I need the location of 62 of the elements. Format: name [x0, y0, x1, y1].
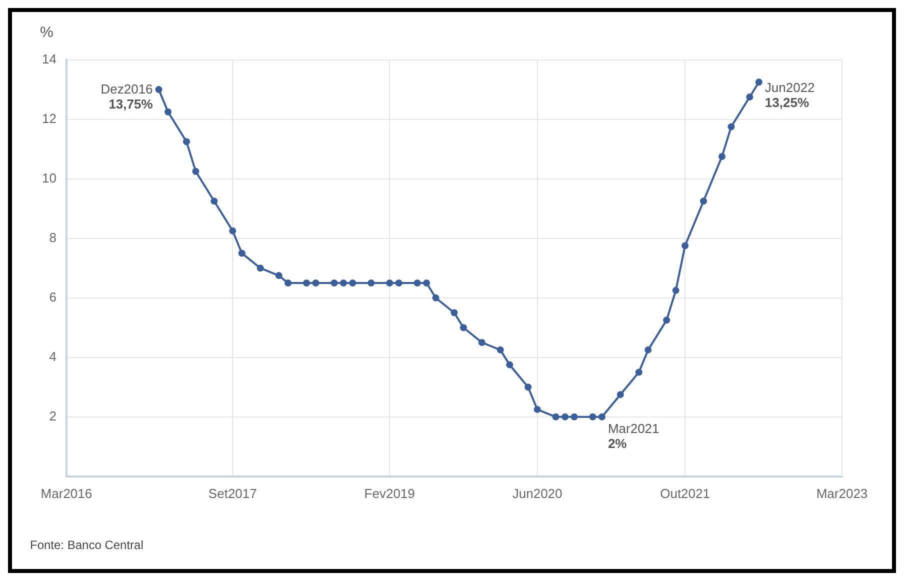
point — [562, 413, 569, 420]
annotation: Dez2016 13,75% — [100, 82, 154, 112]
point — [164, 108, 172, 116]
y-tick-label: 2 — [49, 408, 56, 424]
point — [552, 413, 560, 420]
point — [368, 279, 375, 286]
point — [312, 279, 320, 286]
point — [330, 279, 338, 286]
y-tick-label: 14 — [42, 51, 56, 66]
point — [229, 227, 236, 234]
y-axis-title: % — [40, 24, 54, 41]
point — [182, 138, 190, 146]
point — [746, 93, 754, 100]
annotation: Mar2021 2% — [608, 420, 660, 451]
point — [432, 294, 440, 302]
point — [598, 413, 606, 420]
point — [275, 272, 282, 280]
point — [192, 168, 200, 175]
point — [256, 264, 264, 272]
annotation: Jun2022 13,25% — [764, 80, 815, 110]
point — [755, 78, 762, 86]
point — [210, 198, 218, 205]
point — [303, 279, 310, 286]
point — [284, 279, 292, 286]
point — [700, 198, 708, 205]
point — [414, 279, 421, 286]
point — [238, 250, 246, 257]
point — [395, 279, 402, 286]
source-note: Fonte: Banco Central — [30, 538, 144, 552]
point — [460, 324, 467, 332]
point — [534, 406, 541, 413]
point — [340, 279, 347, 286]
point — [386, 279, 394, 286]
point — [663, 316, 670, 324]
y-tick-label: 12 — [42, 110, 56, 126]
point — [450, 309, 458, 316]
point — [672, 286, 680, 294]
x-tick-label: Mar2016 — [40, 486, 92, 501]
point — [423, 279, 430, 286]
point — [616, 391, 624, 398]
point — [570, 413, 578, 420]
point — [155, 86, 162, 94]
point — [589, 413, 596, 420]
y-tick-label: 10 — [42, 170, 56, 186]
point — [682, 242, 689, 250]
x-tick-label: Jun2020 — [512, 486, 562, 501]
point — [349, 279, 356, 286]
x-tick-label: Mar2023 — [816, 486, 868, 501]
point — [496, 346, 504, 354]
y-tick-label: 8 — [49, 230, 56, 245]
y-tick-label: 4 — [49, 348, 56, 364]
x-tick-label: Out2021 — [660, 486, 710, 501]
x-tick-label: Set2017 — [208, 486, 257, 501]
point — [635, 368, 642, 376]
point — [718, 153, 726, 160]
point — [728, 123, 735, 130]
point — [524, 384, 532, 391]
point — [478, 338, 486, 346]
point — [506, 361, 514, 368]
x-tick-label: Fev2019 — [364, 486, 415, 501]
y-tick-label: 6 — [49, 289, 56, 304]
point — [644, 346, 652, 354]
